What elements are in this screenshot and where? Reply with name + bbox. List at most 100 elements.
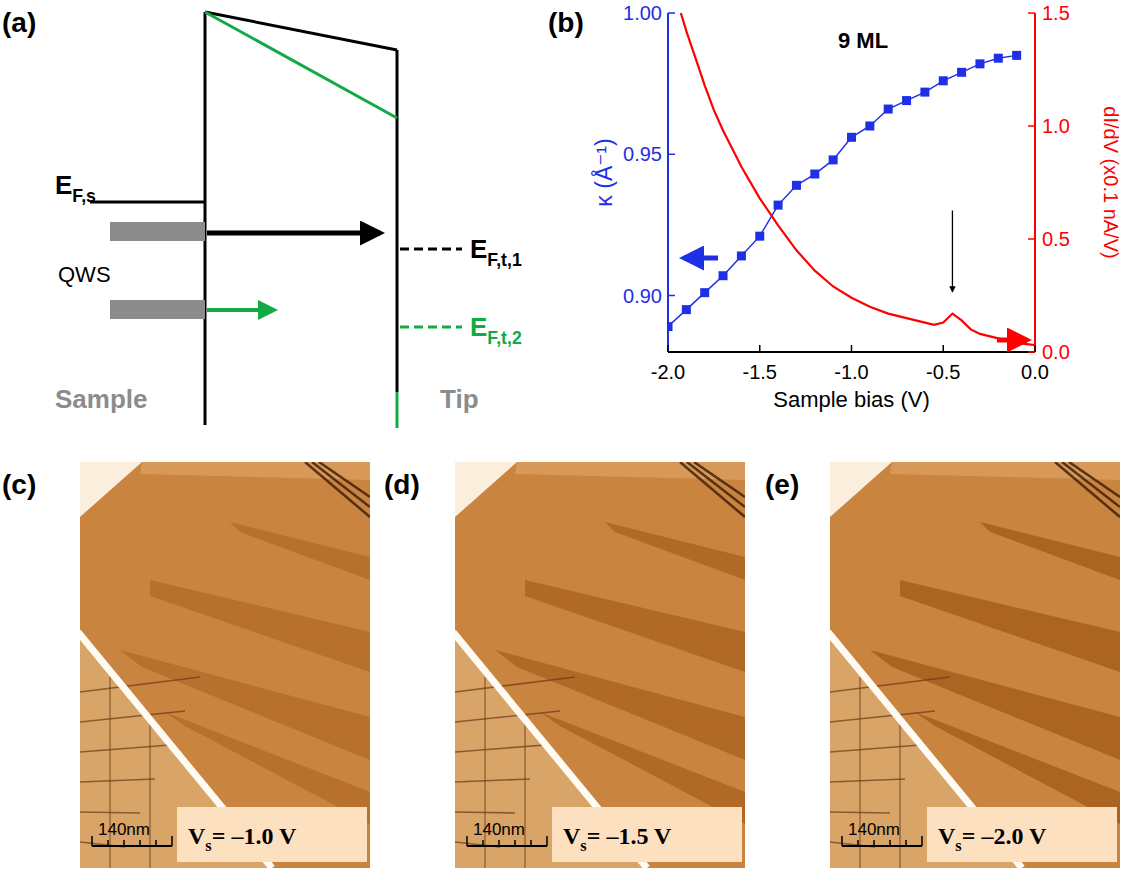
dark-stripe xyxy=(150,580,370,672)
text-part: E xyxy=(55,170,72,200)
y2-axis-title: dI/dV (x0.1 nA/V) xyxy=(1100,106,1122,258)
edge-line xyxy=(312,462,370,507)
image-content xyxy=(830,462,1120,868)
x-tick-label: -1.0 xyxy=(834,361,868,383)
edge-line xyxy=(305,462,370,517)
data-point xyxy=(682,305,691,314)
texture-line xyxy=(859,677,860,868)
series-line xyxy=(681,13,1035,345)
label-fermi-tip-1: EF,t,1 xyxy=(470,234,522,270)
data-point xyxy=(975,59,984,68)
data-point xyxy=(668,322,673,331)
text-part: F,t,1 xyxy=(487,250,522,270)
image-content xyxy=(455,462,745,868)
panel-letter: (a) xyxy=(2,7,36,38)
scale-bar-tick xyxy=(514,840,516,846)
energy-diagram: EF,sQWSEF,t,1EF,t,2SampleTip xyxy=(55,12,522,428)
label-box xyxy=(177,807,367,862)
panel-letter: (d) xyxy=(384,469,420,500)
texture-line xyxy=(455,711,560,722)
qws-level xyxy=(110,222,205,241)
dark-stripe xyxy=(900,580,1120,672)
data-point xyxy=(700,288,709,297)
bias-label: Vs= –2.0 V xyxy=(938,823,1047,855)
stm-image: 140nmVs= –1.0 V xyxy=(78,462,370,868)
scale-bar-tick xyxy=(546,836,548,846)
y2-tick-label: 1.5 xyxy=(1042,2,1070,24)
texture-line xyxy=(830,779,905,782)
data-point xyxy=(1012,51,1021,60)
edge-line xyxy=(687,462,745,507)
figure: (a)(b)(c)(d)(e)EF,sQWSEF,t,1EF,t,2Sample… xyxy=(0,0,1131,871)
chart-title: 9 ML xyxy=(838,28,888,53)
label-qws: QWS xyxy=(58,262,111,287)
data-point xyxy=(865,122,874,131)
scale-bar-tick xyxy=(155,840,157,846)
text-part: = –1.5 V xyxy=(587,823,672,849)
data-point xyxy=(774,201,783,210)
texture-line xyxy=(830,677,950,692)
texture-line xyxy=(80,677,200,692)
tunnel-arrow-green xyxy=(207,308,274,312)
y-tick-label: 0.90 xyxy=(623,285,662,307)
dark-stripe xyxy=(525,580,745,672)
texture-line xyxy=(80,745,170,752)
tunnel-arrow xyxy=(207,231,380,236)
annotation-arrow xyxy=(952,211,953,292)
tip-fermi-level-2 xyxy=(400,326,462,329)
panel-letter: (b) xyxy=(548,7,584,38)
y2-tick xyxy=(1028,351,1035,353)
scale-bar-tick xyxy=(91,836,93,846)
data-point xyxy=(755,232,764,241)
scale-bar xyxy=(467,845,547,847)
text-part: = –1.0 V xyxy=(212,823,297,849)
y-tick xyxy=(668,295,675,297)
texture-line xyxy=(80,711,185,722)
text-part: F,s xyxy=(72,186,96,206)
y2-tick-label: 0.5 xyxy=(1042,228,1070,250)
texture-line xyxy=(455,677,575,692)
text-part: V xyxy=(188,823,206,849)
y-tick xyxy=(668,154,675,156)
edge-line xyxy=(694,462,745,497)
data-point xyxy=(939,76,948,85)
scale-bar xyxy=(92,845,172,847)
stm-image: 140nmVs= –1.5 V xyxy=(453,462,745,868)
y2-tick xyxy=(1028,125,1035,127)
label-box xyxy=(927,807,1117,862)
text-part: V xyxy=(563,823,581,849)
image-content xyxy=(80,462,370,868)
scale-bar-tick xyxy=(466,836,468,846)
tip-surface xyxy=(396,50,399,392)
text-part: = –2.0 V xyxy=(962,823,1047,849)
y-tick-label: 1.00 xyxy=(623,2,662,24)
x-tick-label: -1.5 xyxy=(743,361,777,383)
scale-bar-tick xyxy=(905,840,907,846)
scale-bar-tick xyxy=(841,836,843,846)
texture-line xyxy=(455,779,530,782)
tip-surface-green xyxy=(396,392,399,428)
bright-corner xyxy=(455,462,517,517)
texture-line xyxy=(80,779,155,782)
scale-bar xyxy=(842,845,922,847)
axis-hint-arrow xyxy=(684,256,718,261)
scale-bar-tick xyxy=(482,840,484,846)
y-tick xyxy=(668,12,675,14)
scale-bar-label: 140nm xyxy=(98,820,150,839)
stm-image: 140nm Vs= –2.0 V xyxy=(828,462,1120,868)
y2-tick xyxy=(1028,12,1035,14)
y2-tick-label: 1.0 xyxy=(1042,115,1070,137)
dark-stripe xyxy=(980,522,1120,580)
bright-corner xyxy=(80,462,142,517)
data-point xyxy=(920,88,929,97)
data-point xyxy=(719,271,728,280)
scale-bar-tick xyxy=(530,840,532,846)
barrier-top-biased xyxy=(205,12,397,118)
panel-letter: (c) xyxy=(2,469,36,500)
data-point xyxy=(792,181,801,190)
label-fermi-sample: EF,s xyxy=(55,170,96,206)
terrace xyxy=(80,462,370,868)
label-tip: Tip xyxy=(440,384,479,414)
label-fermi-tip-2: EF,t,2 xyxy=(470,312,522,348)
scale-bar-label: 140nm xyxy=(848,820,900,839)
